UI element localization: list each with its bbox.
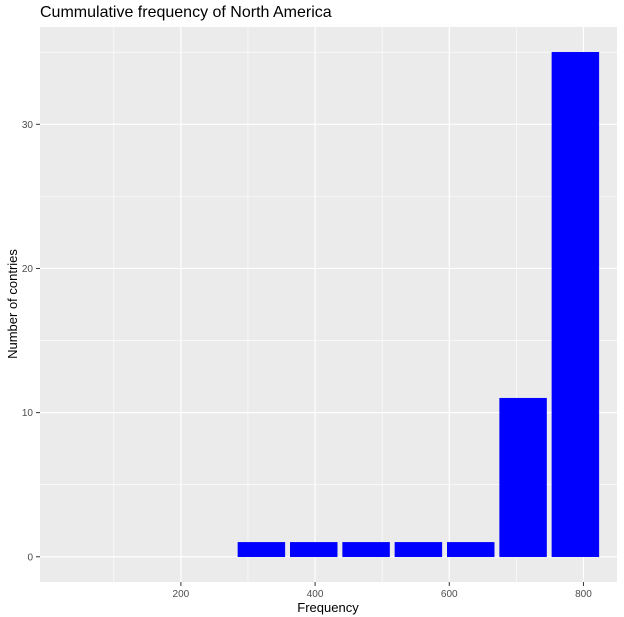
chart-title: Cummulative frequency of North America [40,4,332,21]
y-tick-label: 20 [22,264,34,275]
grid-minor [40,27,617,582]
y-tick-label: 30 [22,120,34,131]
x-axis-ticks: 200 400 600 800 [173,582,592,600]
bars [237,51,600,558]
bar-3 [342,542,390,558]
bar-4 [394,542,443,558]
grid-major [40,27,617,582]
y-tick-label: 10 [22,408,34,419]
x-tick-label: 600 [441,589,458,600]
y-axis-title: Number of contries [5,249,20,359]
x-axis-title: Frequency [297,600,359,615]
bar-6 [499,397,547,558]
y-tick-label: 0 [27,552,33,563]
bar-7 [551,51,600,558]
x-tick-label: 400 [307,589,324,600]
x-tick-label: 800 [575,589,592,600]
bar-5 [447,542,495,558]
bar-1 [237,542,286,558]
x-tick-label: 200 [173,589,190,600]
y-axis-ticks: 0 10 20 30 [22,120,40,563]
bar-2 [290,542,338,558]
